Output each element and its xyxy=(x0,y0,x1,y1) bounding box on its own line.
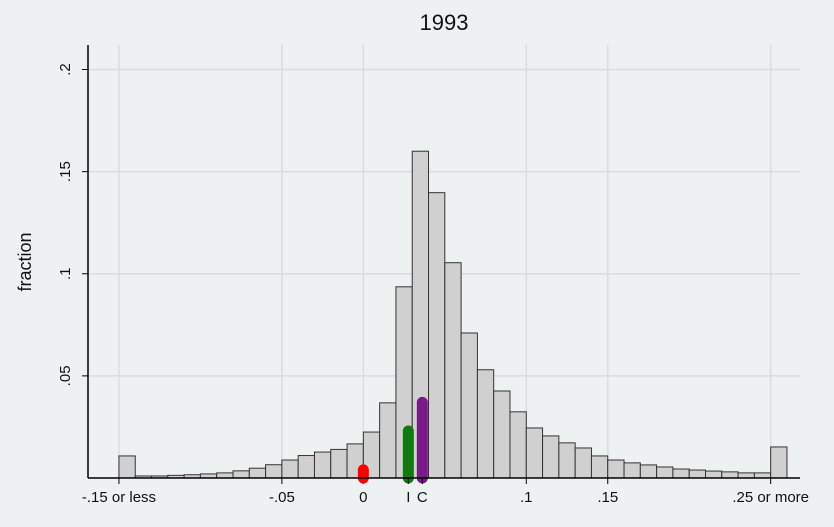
bar xyxy=(623,462,641,479)
bar xyxy=(688,469,707,479)
bar xyxy=(574,447,592,479)
bar xyxy=(721,471,739,479)
bar xyxy=(558,442,576,479)
bar xyxy=(525,427,544,479)
y-tick-label: .1 xyxy=(57,267,74,280)
bar xyxy=(737,472,755,479)
chart-title: 1993 xyxy=(420,10,469,35)
bar xyxy=(753,472,772,479)
bar xyxy=(460,332,478,479)
bar xyxy=(705,470,723,479)
bar xyxy=(379,402,397,479)
bar xyxy=(330,448,348,479)
x-tick-label: -.05 xyxy=(269,489,295,506)
bar xyxy=(297,455,315,479)
bar xyxy=(493,390,511,479)
x-tick-label: -.15 or less xyxy=(82,489,156,506)
marker-label: C xyxy=(417,489,428,506)
bar xyxy=(770,446,788,479)
bar xyxy=(281,459,299,479)
bar xyxy=(248,467,267,479)
bar xyxy=(672,468,690,479)
x-tick-label: .15 xyxy=(597,489,618,506)
bar xyxy=(265,464,283,479)
x-tick-label: .1 xyxy=(520,489,533,506)
bar xyxy=(656,466,674,479)
bar xyxy=(590,455,609,479)
y-tick-label: .05 xyxy=(57,365,74,386)
bar xyxy=(428,192,446,479)
bar xyxy=(232,470,250,479)
bar xyxy=(542,435,560,479)
y-axis-label: fraction xyxy=(15,232,35,291)
y-tick-label: .2 xyxy=(57,63,74,76)
bar xyxy=(639,464,658,479)
marker-label: I xyxy=(406,489,410,506)
x-tick-label: 0 xyxy=(359,489,367,506)
bar xyxy=(313,451,332,479)
y-tick-label: .15 xyxy=(57,161,74,182)
bar xyxy=(216,472,234,479)
x-tick-label: .25 or more xyxy=(732,489,809,506)
bar xyxy=(118,455,136,479)
bar xyxy=(444,262,462,479)
bar xyxy=(476,369,495,479)
bar xyxy=(509,411,527,479)
bar xyxy=(607,459,625,479)
